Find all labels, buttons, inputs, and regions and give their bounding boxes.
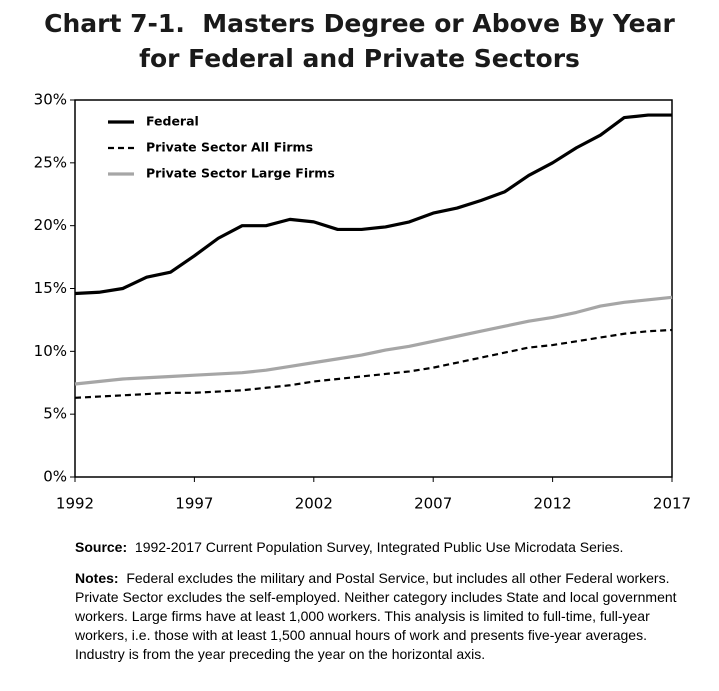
x-tick-label: 1997 xyxy=(175,495,213,513)
y-tick-label: 25% xyxy=(34,153,67,171)
x-tick-label: 1992 xyxy=(56,495,94,513)
source-text: 1992-2017 Current Population Survey, Int… xyxy=(134,539,624,555)
notes-text: Federal excludes the military and Postal… xyxy=(75,570,677,662)
y-tick-label: 20% xyxy=(34,216,67,234)
legend-label: Private Sector Large Firms xyxy=(146,166,335,181)
y-tick-label: 15% xyxy=(34,279,67,297)
notes: Notes: Federal excludes the military and… xyxy=(75,569,685,664)
x-tick-label: 2012 xyxy=(534,495,572,513)
y-tick-label: 10% xyxy=(34,342,67,360)
series-line xyxy=(74,295,673,386)
chart-title: Chart 7-1. Masters Degree or Above By Ye… xyxy=(0,6,719,76)
series-line xyxy=(74,113,672,296)
x-tick-label: 2007 xyxy=(414,495,452,513)
y-tick-label: 0% xyxy=(43,468,67,486)
x-tick-label: 2017 xyxy=(653,495,691,513)
chart: 0% 5% 10% 15% 20% 25% 30% 1992 1997 2002 2007 2012 2… xyxy=(34,91,691,513)
title-line: for Federal and Private Sectors xyxy=(139,44,580,73)
legend-label: Federal xyxy=(146,114,199,129)
notes-label: Notes: xyxy=(75,570,119,586)
legend-label: Private Sector All Firms xyxy=(146,140,313,155)
x-tick-label: 2002 xyxy=(295,495,333,513)
source-label: Source: xyxy=(75,539,128,555)
source: Source: 1992-2017 Current Population Sur… xyxy=(75,538,685,557)
series-line xyxy=(74,328,673,399)
y-tick-label: 5% xyxy=(43,405,67,423)
plot-frame xyxy=(74,99,673,478)
y-tick-label: 30% xyxy=(34,91,67,109)
title-line: Chart 7-1. Masters Degree or Above By Ye… xyxy=(44,9,675,38)
